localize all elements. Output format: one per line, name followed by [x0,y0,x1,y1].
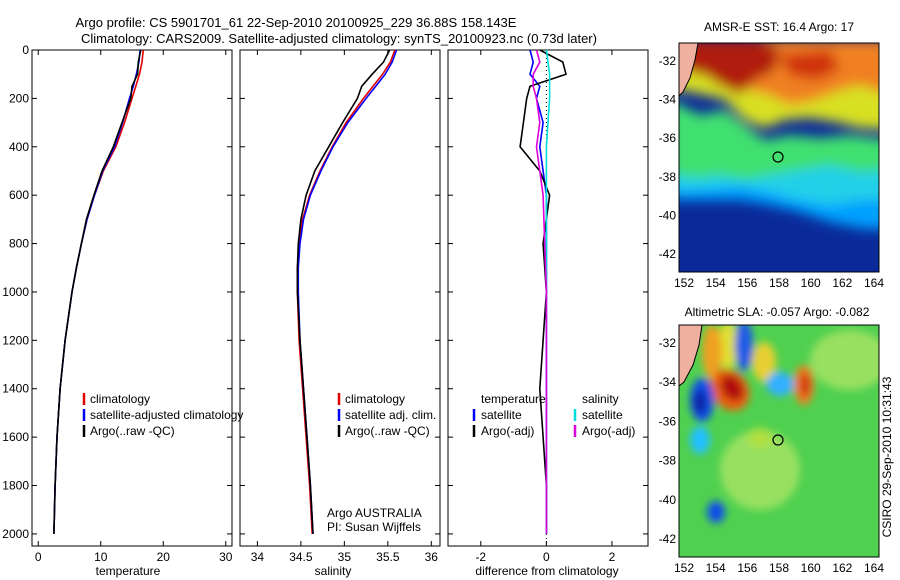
map-x-tick-label: 154 [706,561,726,575]
sla-heatmap [679,325,879,557]
y-tick-label: 1000 [2,285,29,299]
y-tick-label: 1400 [2,382,29,396]
temperature-axes [31,49,233,547]
x-tick-label: 34 [251,550,265,564]
sst-float-marker [772,151,784,163]
y-tick-label: 200 [9,91,29,105]
y-tick-label: 1200 [2,333,29,347]
x-tick-label: 10 [94,550,108,564]
map-y-tick-label: -34 [659,93,677,107]
legend-salinity-heading: salinity [582,392,619,406]
legend-argo: Argo(..raw -QC) [90,424,175,438]
difference-xlabel: difference from climatology [475,564,618,578]
series-temperature-argo-adj- [519,49,567,534]
temperature-xlabel: temperature [96,564,161,578]
csiro-timestamp: CSIRO 29-Sep-2010 10:31:43 [880,376,894,537]
map-x-tick-label: 164 [864,561,884,575]
map-x-tick-label: 156 [737,276,757,290]
legend-satellite-adjusted: satellite-adjusted climatology [90,408,243,422]
sla-map-title: Altimetric SLA: -0.057 Argo: -0.082 [685,305,870,319]
sst-map-title: AMSR-E SST: 16.4 Argo: 17 [704,20,854,34]
map-x-tick-label: 154 [706,276,726,290]
legend-sal-argo: Argo(-adj) [582,424,635,438]
credit-pi: PI: Susan Wijffels [327,520,421,534]
map-y-tick-label: -38 [659,170,677,184]
legend-sal-satellite: satellite [582,408,623,422]
map-x-tick-label: 158 [769,561,789,575]
y-tick-label: 400 [9,140,29,154]
x-tick-label: 0 [543,550,550,564]
y-tick-label: 800 [9,237,29,251]
map-y-tick-label: -42 [659,247,677,261]
sst-heatmap [679,43,879,272]
map-x-tick-label: 162 [832,276,852,290]
legend-temperature-heading: temperature [481,392,546,406]
series-salinity-argo-adj- [532,49,548,534]
legend-climatology: climatology [345,392,405,406]
map-y-tick-label: -36 [659,414,677,428]
map-y-tick-label: -34 [659,375,677,389]
map-x-tick-label: 160 [801,561,821,575]
difference-legend: temperature satellite Argo(-adj) salinit… [472,392,635,438]
series-climatology [296,49,396,534]
map-y-tick-label: -32 [659,336,677,350]
map-y-tick-label: -40 [659,208,677,222]
map-x-tick-label: 152 [674,561,694,575]
header-line1: Argo profile: CS 5901701_61 22-Sep-2010 … [76,15,517,30]
series-argo [296,49,391,534]
y-tick-label: 600 [9,188,29,202]
y-tick-label: 1800 [2,479,29,493]
map-y-tick-label: -36 [659,131,677,145]
series-argo [53,49,142,534]
map-x-tick-label: 162 [832,561,852,575]
x-tick-label: 30 [219,550,233,564]
y-tick-label: 2000 [2,527,29,541]
legend-temp-satellite: satellite [481,408,522,422]
x-tick-label: 20 [157,550,171,564]
salinity-axes [239,49,441,547]
x-tick-label: 0 [35,550,42,564]
map-x-tick-label: 160 [801,276,821,290]
temperature-legend: climatology satellite-adjusted climatolo… [82,392,243,438]
sla-float-marker [772,434,784,446]
y-tick-label: 0 [22,43,29,57]
sst-map-frame [678,42,880,273]
legend-climatology: climatology [90,392,150,406]
legend-argo: Argo(..raw -QC) [345,424,430,438]
header-line2: Climatology: CARS2009. Satellite-adjuste… [81,31,597,46]
x-tick-label: 35 [338,550,352,564]
sla-map-frame [678,324,880,558]
map-x-tick-label: 156 [737,561,757,575]
credit-argo-australia: Argo AUSTRALIA [327,506,422,520]
salinity-legend: climatology satellite adj. clim. Argo(..… [337,392,436,438]
legend-temp-argo: Argo(-adj) [481,424,534,438]
x-tick-label: -2 [475,550,486,564]
map-y-tick-label: -32 [659,54,677,68]
x-tick-label: 2 [609,550,616,564]
legend-satellite-adj: satellite adj. clim. [345,408,436,422]
map-x-tick-label: 158 [769,276,789,290]
y-tick-label: 1600 [2,430,29,444]
x-tick-label: 36 [425,550,439,564]
map-x-tick-label: 164 [864,276,884,290]
map-x-tick-label: 152 [674,276,694,290]
map-y-tick-label: -42 [659,532,677,546]
x-tick-label: 35.5 [376,550,400,564]
map-y-tick-label: -40 [659,493,677,507]
map-y-tick-label: -38 [659,454,677,468]
salinity-xlabel: salinity [315,564,352,578]
profile-lines [53,49,567,534]
x-tick-label: 34.5 [289,550,313,564]
